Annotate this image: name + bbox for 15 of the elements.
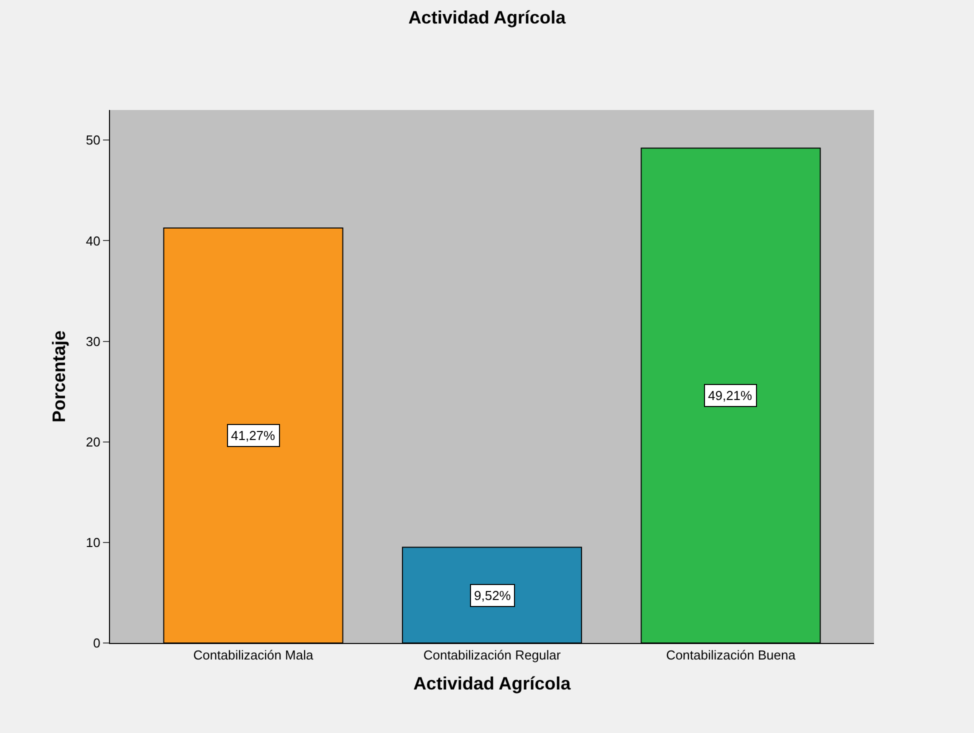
y-tick-label: 10: [86, 534, 100, 550]
y-tick-label: 50: [86, 132, 100, 148]
chart-title: Actividad Agrícola: [408, 8, 567, 28]
x-axis-title: Actividad Agrícola: [413, 674, 572, 694]
y-tick-label: 20: [86, 434, 100, 450]
x-tick-label: Contabilización Buena: [666, 648, 796, 663]
y-tick-label: 40: [86, 233, 100, 248]
y-tick-label: 30: [86, 334, 100, 349]
data-label: 49,21%: [708, 388, 753, 403]
x-tick-label: Contabilización Regular: [423, 648, 562, 663]
x-tick-label: Contabilización Mala: [193, 648, 314, 663]
data-label: 41,27%: [231, 428, 276, 443]
y-axis-title: Porcentaje: [49, 330, 70, 423]
data-label: 9,52%: [474, 588, 512, 603]
y-tick-label: 0: [93, 636, 100, 651]
